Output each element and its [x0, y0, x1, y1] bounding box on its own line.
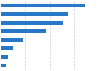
Bar — [1, 55, 8, 59]
Bar — [1, 21, 63, 25]
Bar — [1, 46, 13, 50]
Bar — [1, 38, 23, 42]
Bar — [1, 12, 68, 16]
Bar — [1, 64, 6, 68]
Bar — [1, 3, 85, 7]
Bar — [1, 29, 46, 33]
